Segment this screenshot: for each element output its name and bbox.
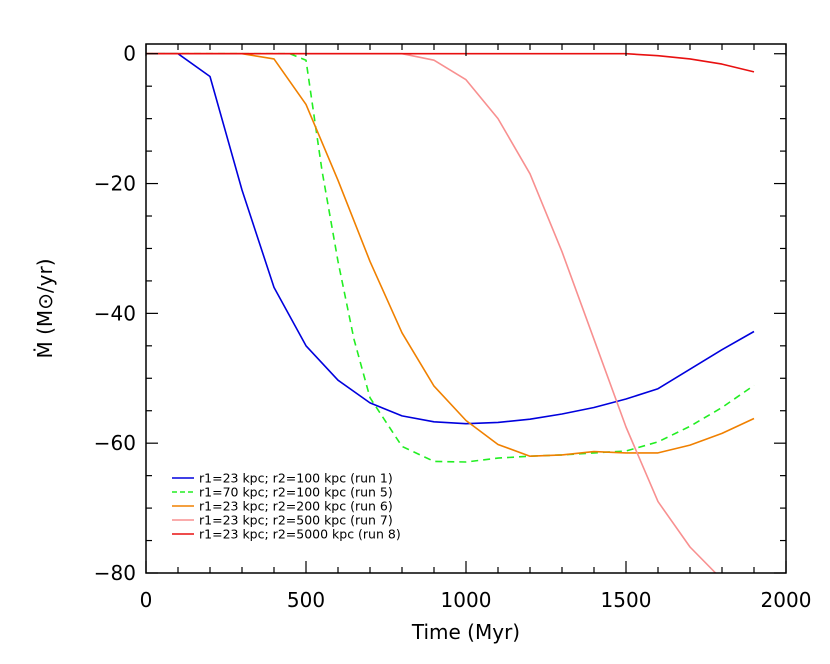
y-tick-label: −40 [94,301,136,325]
x-tick-label: 1500 [601,588,652,612]
series-line-5 [146,52,755,73]
series-line-2 [146,52,755,463]
legend: r1=23 kpc; r2=100 kpc (run 1)r1=70 kpc; … [172,471,401,542]
legend-label: r1=23 kpc; r2=200 kpc (run 6) [199,499,393,514]
y-tick-label: 0 [123,42,136,66]
x-axis-title: Time (Myr) [411,620,520,644]
legend-label: r1=23 kpc; r2=100 kpc (run 1) [199,471,393,486]
series-line-4 [146,52,717,573]
y-tick-label: −60 [94,431,136,455]
x-tick-label: 500 [287,588,325,612]
series-layer [146,52,755,573]
ticks-layer [145,44,787,574]
x-tick-label: 2000 [761,588,812,612]
legend-label: r1=23 kpc; r2=5000 kpc (run 8) [199,527,401,542]
x-tick-label: 1000 [441,588,492,612]
x-tick-label: 0 [140,588,153,612]
y-tick-label: −80 [94,561,136,585]
series-line-1 [146,52,755,425]
legend-label: r1=70 kpc; r2=100 kpc (run 5) [199,485,393,500]
tick-labels-layer: 0 500 1000 1500 2000 0 −20 −40 −60 −80 [94,42,812,612]
y-axis-title: Ṁ (M⊙/yr) [33,258,57,358]
series-line-3 [146,52,755,457]
legend-label: r1=23 kpc; r2=500 kpc (run 7) [199,513,393,528]
y-tick-label: −20 [94,172,136,196]
